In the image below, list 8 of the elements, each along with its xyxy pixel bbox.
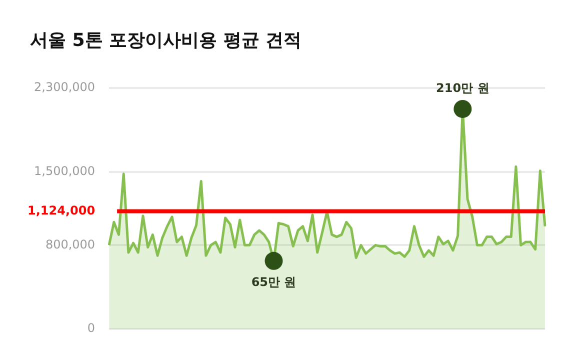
ref-line-label: 1,124,000 (27, 203, 96, 218)
chart-title: 서울 5톤 포장이사비용 평균 견적 (30, 29, 302, 52)
y-tick-label: 2,300,000 (34, 80, 96, 94)
y-tick-label: 1,500,000 (34, 164, 96, 178)
y-tick-label: 800,000 (45, 237, 96, 252)
annotation: 210만 원 (436, 81, 490, 96)
y-tick-label: 0 (87, 321, 96, 336)
annotation: 65만 원 (251, 275, 296, 290)
